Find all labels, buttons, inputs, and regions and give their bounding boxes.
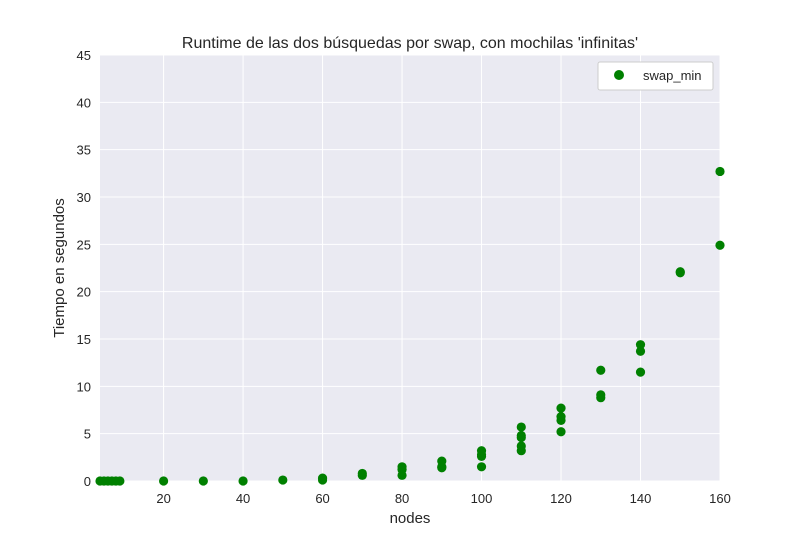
data-point <box>596 365 606 375</box>
y-tick-label: 40 <box>77 95 91 110</box>
data-point <box>556 412 566 422</box>
data-point <box>278 475 288 485</box>
data-point <box>198 476 208 486</box>
data-point <box>397 462 407 472</box>
y-axis-label: Tiempo en segundos <box>51 198 68 338</box>
data-point <box>675 267 685 277</box>
data-point <box>476 462 487 472</box>
x-tick-label: 60 <box>315 491 329 506</box>
data-point <box>115 476 125 486</box>
data-point <box>715 166 725 177</box>
x-tick-label: 40 <box>236 491 250 506</box>
y-tick-label: 0 <box>84 474 91 489</box>
data-point <box>238 476 248 486</box>
y-tick-label: 35 <box>77 143 91 158</box>
data-point <box>476 446 487 456</box>
data-point <box>635 340 646 350</box>
legend-marker-swap-min <box>614 70 624 80</box>
y-tick-label: 15 <box>77 332 91 347</box>
y-tick-label: 10 <box>77 379 91 394</box>
x-tick-label: 120 <box>550 491 572 506</box>
y-tick-label: 25 <box>77 237 91 252</box>
x-tick-label: 140 <box>630 491 652 506</box>
data-points <box>95 166 725 486</box>
y-tick-labels: 0 5 10 15 20 25 30 35 40 45 <box>77 48 91 489</box>
x-tick-label: 160 <box>709 491 731 506</box>
y-tick-label: 30 <box>77 190 91 205</box>
plot-area <box>100 55 720 481</box>
x-tick-labels: 20 40 60 80 100 120 140 160 <box>156 491 730 506</box>
x-tick-label: 20 <box>156 491 170 506</box>
y-tick-label: 45 <box>77 48 91 63</box>
data-point <box>437 456 447 466</box>
y-tick-label: 5 <box>84 427 91 442</box>
grid-lines <box>100 54 721 482</box>
data-point <box>556 427 566 437</box>
y-tick-label: 20 <box>77 285 91 300</box>
data-point <box>317 473 328 483</box>
data-point <box>516 422 526 432</box>
chart-title: Runtime de las dos búsquedas por swap, c… <box>182 35 638 52</box>
x-tick-label: 80 <box>395 491 409 506</box>
data-point <box>596 390 606 400</box>
data-point <box>715 240 725 250</box>
data-point <box>357 468 367 479</box>
legend: swap_min <box>597 61 714 91</box>
data-point <box>635 367 646 377</box>
legend-box <box>597 61 714 91</box>
data-point <box>556 403 566 413</box>
data-point <box>516 441 526 451</box>
x-axis-label: nodes <box>390 510 431 527</box>
x-tick-label: 100 <box>471 491 493 506</box>
data-point <box>158 476 169 486</box>
legend-label-swap-min: swap_min <box>643 68 702 83</box>
data-point <box>635 346 646 356</box>
data-point <box>516 430 526 441</box>
